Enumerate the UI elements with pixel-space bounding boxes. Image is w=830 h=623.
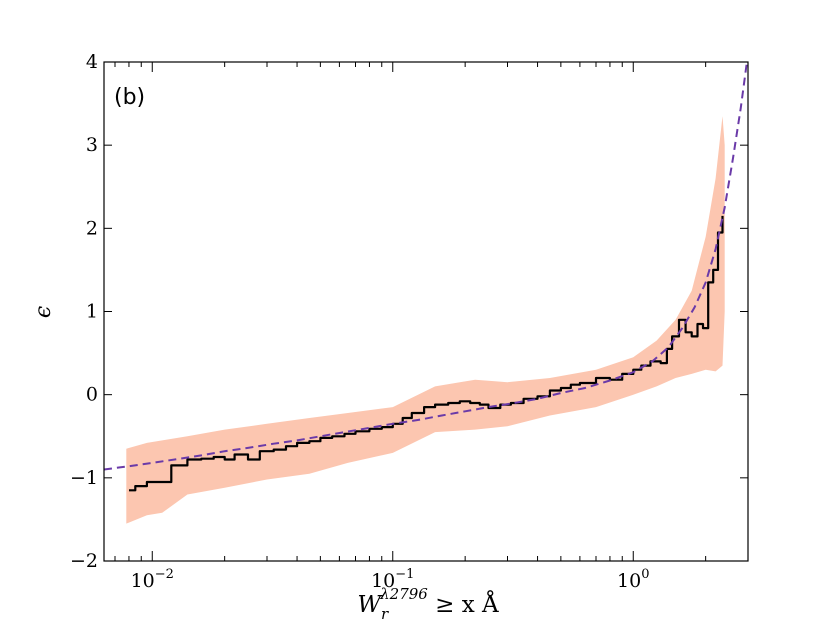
- x-tick-label: 100: [617, 567, 649, 592]
- x-tick-label: 10−2: [131, 567, 174, 592]
- plot-frame: [103, 61, 749, 562]
- uncertainty-band: [126, 116, 725, 524]
- y-tick-label: 0: [86, 384, 98, 406]
- y-tick-label: 1: [86, 301, 98, 323]
- y-tick-label: 3: [86, 134, 98, 156]
- y-tick-label: −1: [70, 467, 98, 489]
- y-tick-label: 4: [86, 51, 98, 73]
- ticks: −2 −1 0 1 2 3 4 10−2 10−1 100: [70, 51, 749, 592]
- y-axis-label: ϵ: [31, 306, 56, 318]
- measured-line: [129, 215, 724, 492]
- y-tick-label: 2: [86, 217, 98, 239]
- panel-label: (b): [114, 85, 145, 110]
- x-tick-label: 10−1: [371, 567, 414, 592]
- x-axis-label: Wrλ2796 ≥ x Å: [357, 585, 499, 623]
- plot-area: [104, 62, 748, 524]
- y-tick-label: −2: [70, 550, 98, 572]
